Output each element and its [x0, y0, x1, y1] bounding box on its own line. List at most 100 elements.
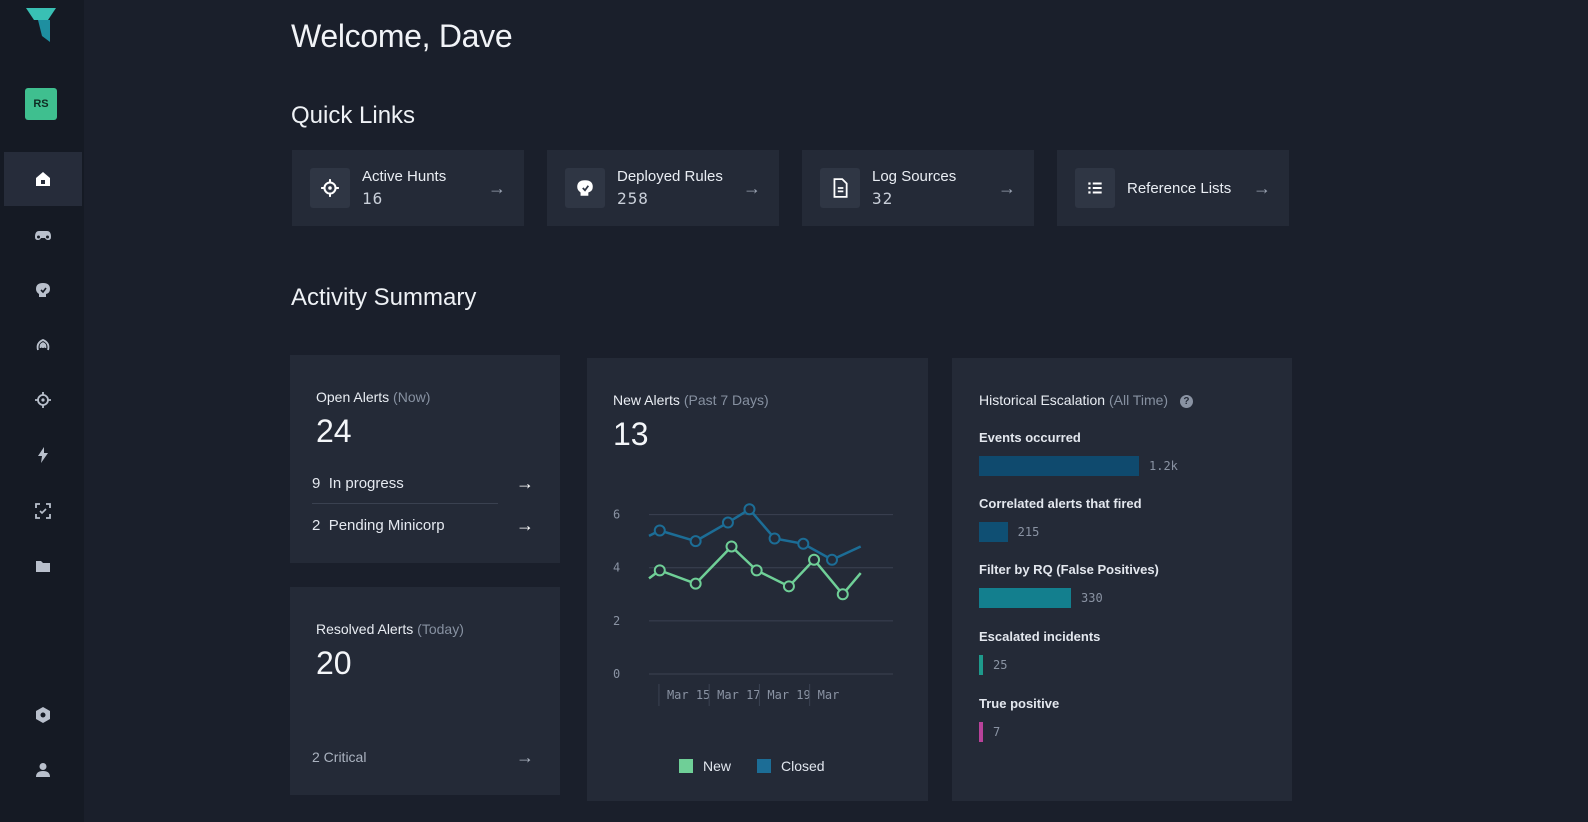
nav-home[interactable]	[4, 152, 82, 206]
open-alerts-title: Open Alerts (Now)	[316, 389, 534, 405]
data-point-new	[809, 555, 819, 565]
quick-link-label: Deployed Rules	[617, 168, 743, 185]
escalation-bar	[979, 588, 1071, 608]
data-point-closed	[723, 518, 733, 528]
quick-link-reference-lists[interactable]: Reference Lists →	[1057, 150, 1289, 226]
escalation-category-label: Filter by RQ (False Positives)	[979, 562, 1159, 577]
quick-link-count: 16	[362, 189, 488, 208]
resolved-alerts-card: Resolved Alerts (Today) 20 2 Critical →	[290, 587, 560, 795]
arrow-right-icon: →	[743, 178, 761, 199]
y-tick-label: 4	[613, 561, 620, 575]
data-point-new	[691, 579, 701, 589]
data-point-closed	[655, 526, 665, 536]
x-tick-label: Mar 17	[717, 688, 760, 702]
open-alerts-card: Open Alerts (Now) 24 9 In progress → 2 P…	[290, 355, 560, 563]
arrow-right-icon: →	[998, 178, 1016, 199]
escalation-value-label: 1.2k	[1149, 459, 1178, 473]
sidebar: RS	[0, 0, 84, 822]
arrow-right-icon: →	[516, 747, 534, 768]
data-point-closed	[691, 536, 701, 546]
nav-profile[interactable]	[4, 743, 82, 797]
quick-links-title: Quick Links	[291, 102, 415, 130]
workspace-avatar[interactable]: RS	[25, 88, 57, 120]
pending-count: 2	[312, 517, 320, 534]
legend-swatch-new	[679, 759, 693, 773]
historical-escalation-card: Historical Escalation (All Time) ? Event…	[952, 358, 1292, 801]
row-divider	[312, 503, 498, 504]
signal-icon	[34, 336, 52, 354]
new-alerts-count: 13	[613, 416, 902, 453]
crosshair-icon	[34, 391, 52, 409]
bolt-icon	[34, 446, 52, 464]
nav-sources[interactable]	[4, 318, 82, 372]
in-progress-count: 9	[312, 475, 320, 492]
escalation-bar	[979, 522, 1008, 542]
app-logo-icon[interactable]	[22, 4, 60, 42]
y-tick-label: 6	[613, 508, 620, 522]
new-alerts-title: New Alerts (Past 7 Days)	[613, 392, 902, 408]
nav-settings[interactable]	[4, 688, 82, 742]
escalation-category-label: True positive	[979, 696, 1059, 711]
rules-icon	[34, 281, 52, 299]
activity-summary-title: Activity Summary	[291, 284, 476, 312]
x-tick-label: Mar 15	[667, 688, 710, 702]
binoculars-icon	[34, 226, 52, 244]
data-point-new	[838, 589, 848, 599]
escalation-bar	[979, 722, 983, 742]
resolved-alerts-count: 20	[316, 645, 534, 682]
nav-files[interactable]	[4, 539, 82, 593]
nav-actions[interactable]	[4, 428, 82, 482]
legend-swatch-closed	[757, 759, 771, 773]
escalation-value-label: 330	[1081, 591, 1103, 605]
escalation-bar	[979, 655, 983, 675]
quick-link-count: 32	[872, 189, 998, 208]
nav-scan[interactable]	[4, 484, 82, 538]
historical-escalation-title: Historical Escalation (All Time) ?	[979, 392, 1265, 408]
data-point-new	[727, 541, 737, 551]
document-icon	[820, 168, 860, 208]
pending-minicorp-row[interactable]: 2 Pending Minicorp →	[312, 507, 534, 543]
data-point-closed	[827, 555, 837, 565]
help-icon[interactable]: ?	[1180, 395, 1193, 408]
quick-link-log-sources[interactable]: Log Sources 32 →	[802, 150, 1034, 226]
nav-hunts[interactable]	[4, 208, 82, 262]
data-point-new	[752, 565, 762, 575]
arrow-right-icon: →	[516, 515, 534, 536]
pending-label: Pending Minicorp	[329, 517, 445, 534]
quick-link-label: Log Sources	[872, 168, 998, 185]
in-progress-row[interactable]: 9 In progress →	[312, 465, 534, 501]
new-alerts-line-chart: 0 2 4 6 Mar 15 Mar 17 Mar 19 Mar	[587, 478, 928, 718]
quick-link-label: Active Hunts	[362, 168, 488, 185]
escalation-category-label: Escalated incidents	[979, 629, 1100, 644]
resolved-alerts-title: Resolved Alerts (Today)	[316, 621, 534, 637]
nav-targets[interactable]	[4, 373, 82, 427]
chart-legend: New Closed	[679, 758, 825, 774]
arrow-right-icon: →	[488, 178, 506, 199]
critical-label: 2 Critical	[312, 749, 366, 765]
series-line-closed	[649, 509, 861, 559]
escalation-value-label: 215	[1018, 525, 1040, 539]
critical-row[interactable]: 2 Critical →	[312, 739, 534, 775]
home-icon	[34, 170, 52, 188]
list-icon	[1075, 168, 1115, 208]
legend-label-new: New	[703, 758, 731, 774]
open-alerts-count: 24	[316, 413, 534, 450]
quick-link-deployed-rules[interactable]: Deployed Rules 258 →	[547, 150, 779, 226]
arrow-right-icon: →	[516, 473, 534, 494]
nav-rules[interactable]	[4, 263, 82, 317]
folder-icon	[34, 557, 52, 575]
y-tick-label: 2	[613, 614, 620, 628]
escalation-value-label: 25	[993, 658, 1007, 672]
crosshair-icon	[310, 168, 350, 208]
settings-icon	[34, 706, 52, 724]
quick-link-active-hunts[interactable]: Active Hunts 16 →	[292, 150, 524, 226]
scan-icon	[34, 502, 52, 520]
data-point-closed	[798, 539, 808, 549]
y-tick-label: 0	[613, 667, 620, 681]
escalation-value-label: 7	[993, 725, 1000, 739]
page-title: Welcome, Dave	[291, 18, 512, 55]
data-point-closed	[744, 504, 754, 514]
data-point-closed	[770, 533, 780, 543]
arrow-right-icon: →	[1253, 178, 1271, 199]
in-progress-label: In progress	[329, 475, 404, 492]
